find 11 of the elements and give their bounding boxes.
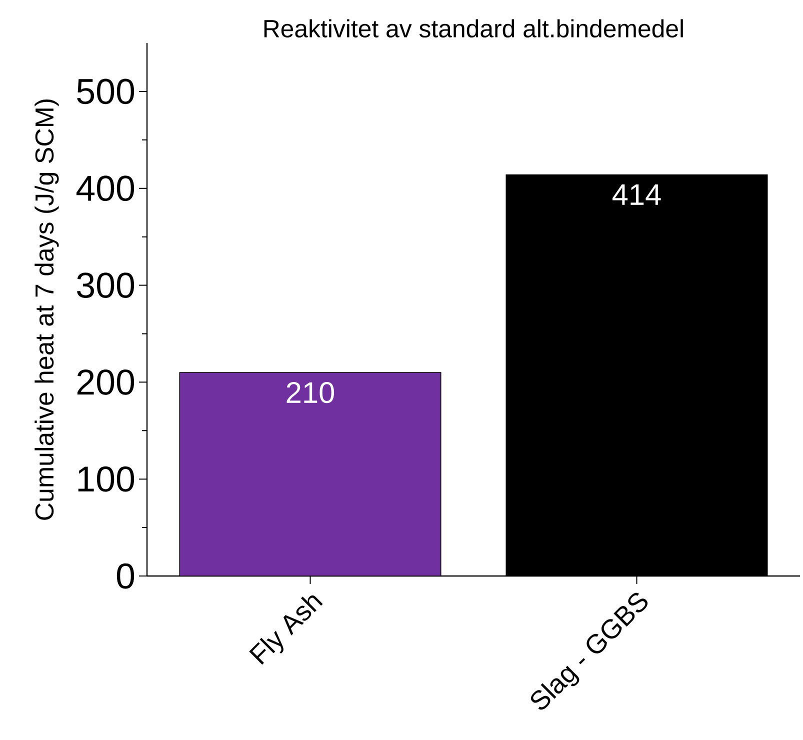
- x-tick-label: Fly Ash: [249, 595, 323, 665]
- y-tick-label: 300: [77, 272, 134, 298]
- data-label: 414: [612, 184, 661, 205]
- y-tick-label: 200: [77, 369, 134, 395]
- y-tick-label: 500: [77, 78, 134, 104]
- y-tick-label: 0: [116, 563, 134, 589]
- chart-title: Reaktivitet av standard alt.bindemedel: [264, 19, 683, 38]
- y-axis-title: Cumulative heat at 7 days (J/g SCM): [34, 100, 59, 520]
- y-tick-label: 400: [76, 176, 134, 202]
- data-label: 210: [286, 382, 334, 404]
- y-tick-label: 100: [78, 466, 134, 492]
